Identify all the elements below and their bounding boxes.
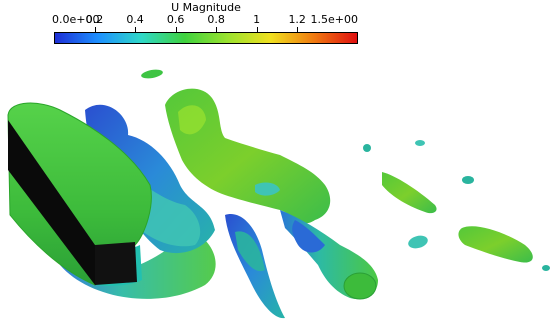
colorbar-tick-label: 0.2	[85, 13, 104, 26]
vortex-blob-right-5	[408, 235, 428, 249]
vortex-blob-right-4	[462, 176, 474, 184]
colorbar-gradient	[54, 32, 358, 44]
colorbar-tick-mark	[175, 27, 177, 32]
colorbar-tick-label: 1.2	[288, 13, 306, 26]
vortex-blob-top	[141, 69, 163, 79]
vortex-blob-lower-mid	[235, 231, 265, 272]
colorbar-tick-label: 0.8	[207, 13, 225, 26]
colorbar-tick-mark	[94, 27, 96, 32]
vortex-blob-right-2	[415, 140, 425, 146]
vortex-blue-patch	[292, 220, 325, 253]
colorbar-tick-mark	[135, 27, 137, 32]
vortex-tube-main	[165, 88, 331, 224]
colorbar-tick-label: 0.6	[166, 13, 185, 26]
colorbar-tick-mark	[297, 27, 299, 32]
colorbar-tick-label: 1	[253, 13, 261, 26]
colorbar-tick-mark	[256, 27, 258, 32]
cylinder-end-face	[95, 242, 137, 285]
colorbar-tick-mark	[216, 27, 218, 32]
vortex-tube-end	[343, 272, 377, 300]
vortex-blob-right-1	[363, 144, 371, 152]
vortex-blob-right-3	[382, 172, 437, 214]
vortex-blob-far-right	[458, 226, 533, 263]
colorbar-min-label: 0.0e+00	[52, 13, 100, 26]
colorbar-title: U Magnitude	[171, 1, 241, 14]
cylinder-dark-face	[8, 120, 95, 285]
vortex-blob-side	[255, 182, 280, 196]
colorbar-tick-label: 0.4	[126, 13, 144, 26]
colorbar-max-label: 1.5e+00	[310, 13, 358, 26]
vortex-blob-edge	[542, 265, 550, 271]
color-legend: U Magnitude 0.0e+00 0.2 0.4 0.6 0.8 1 1.2 1.5…	[52, 0, 358, 48]
cylinder-body	[7, 102, 152, 286]
vortex-tube-highlight	[178, 105, 206, 135]
